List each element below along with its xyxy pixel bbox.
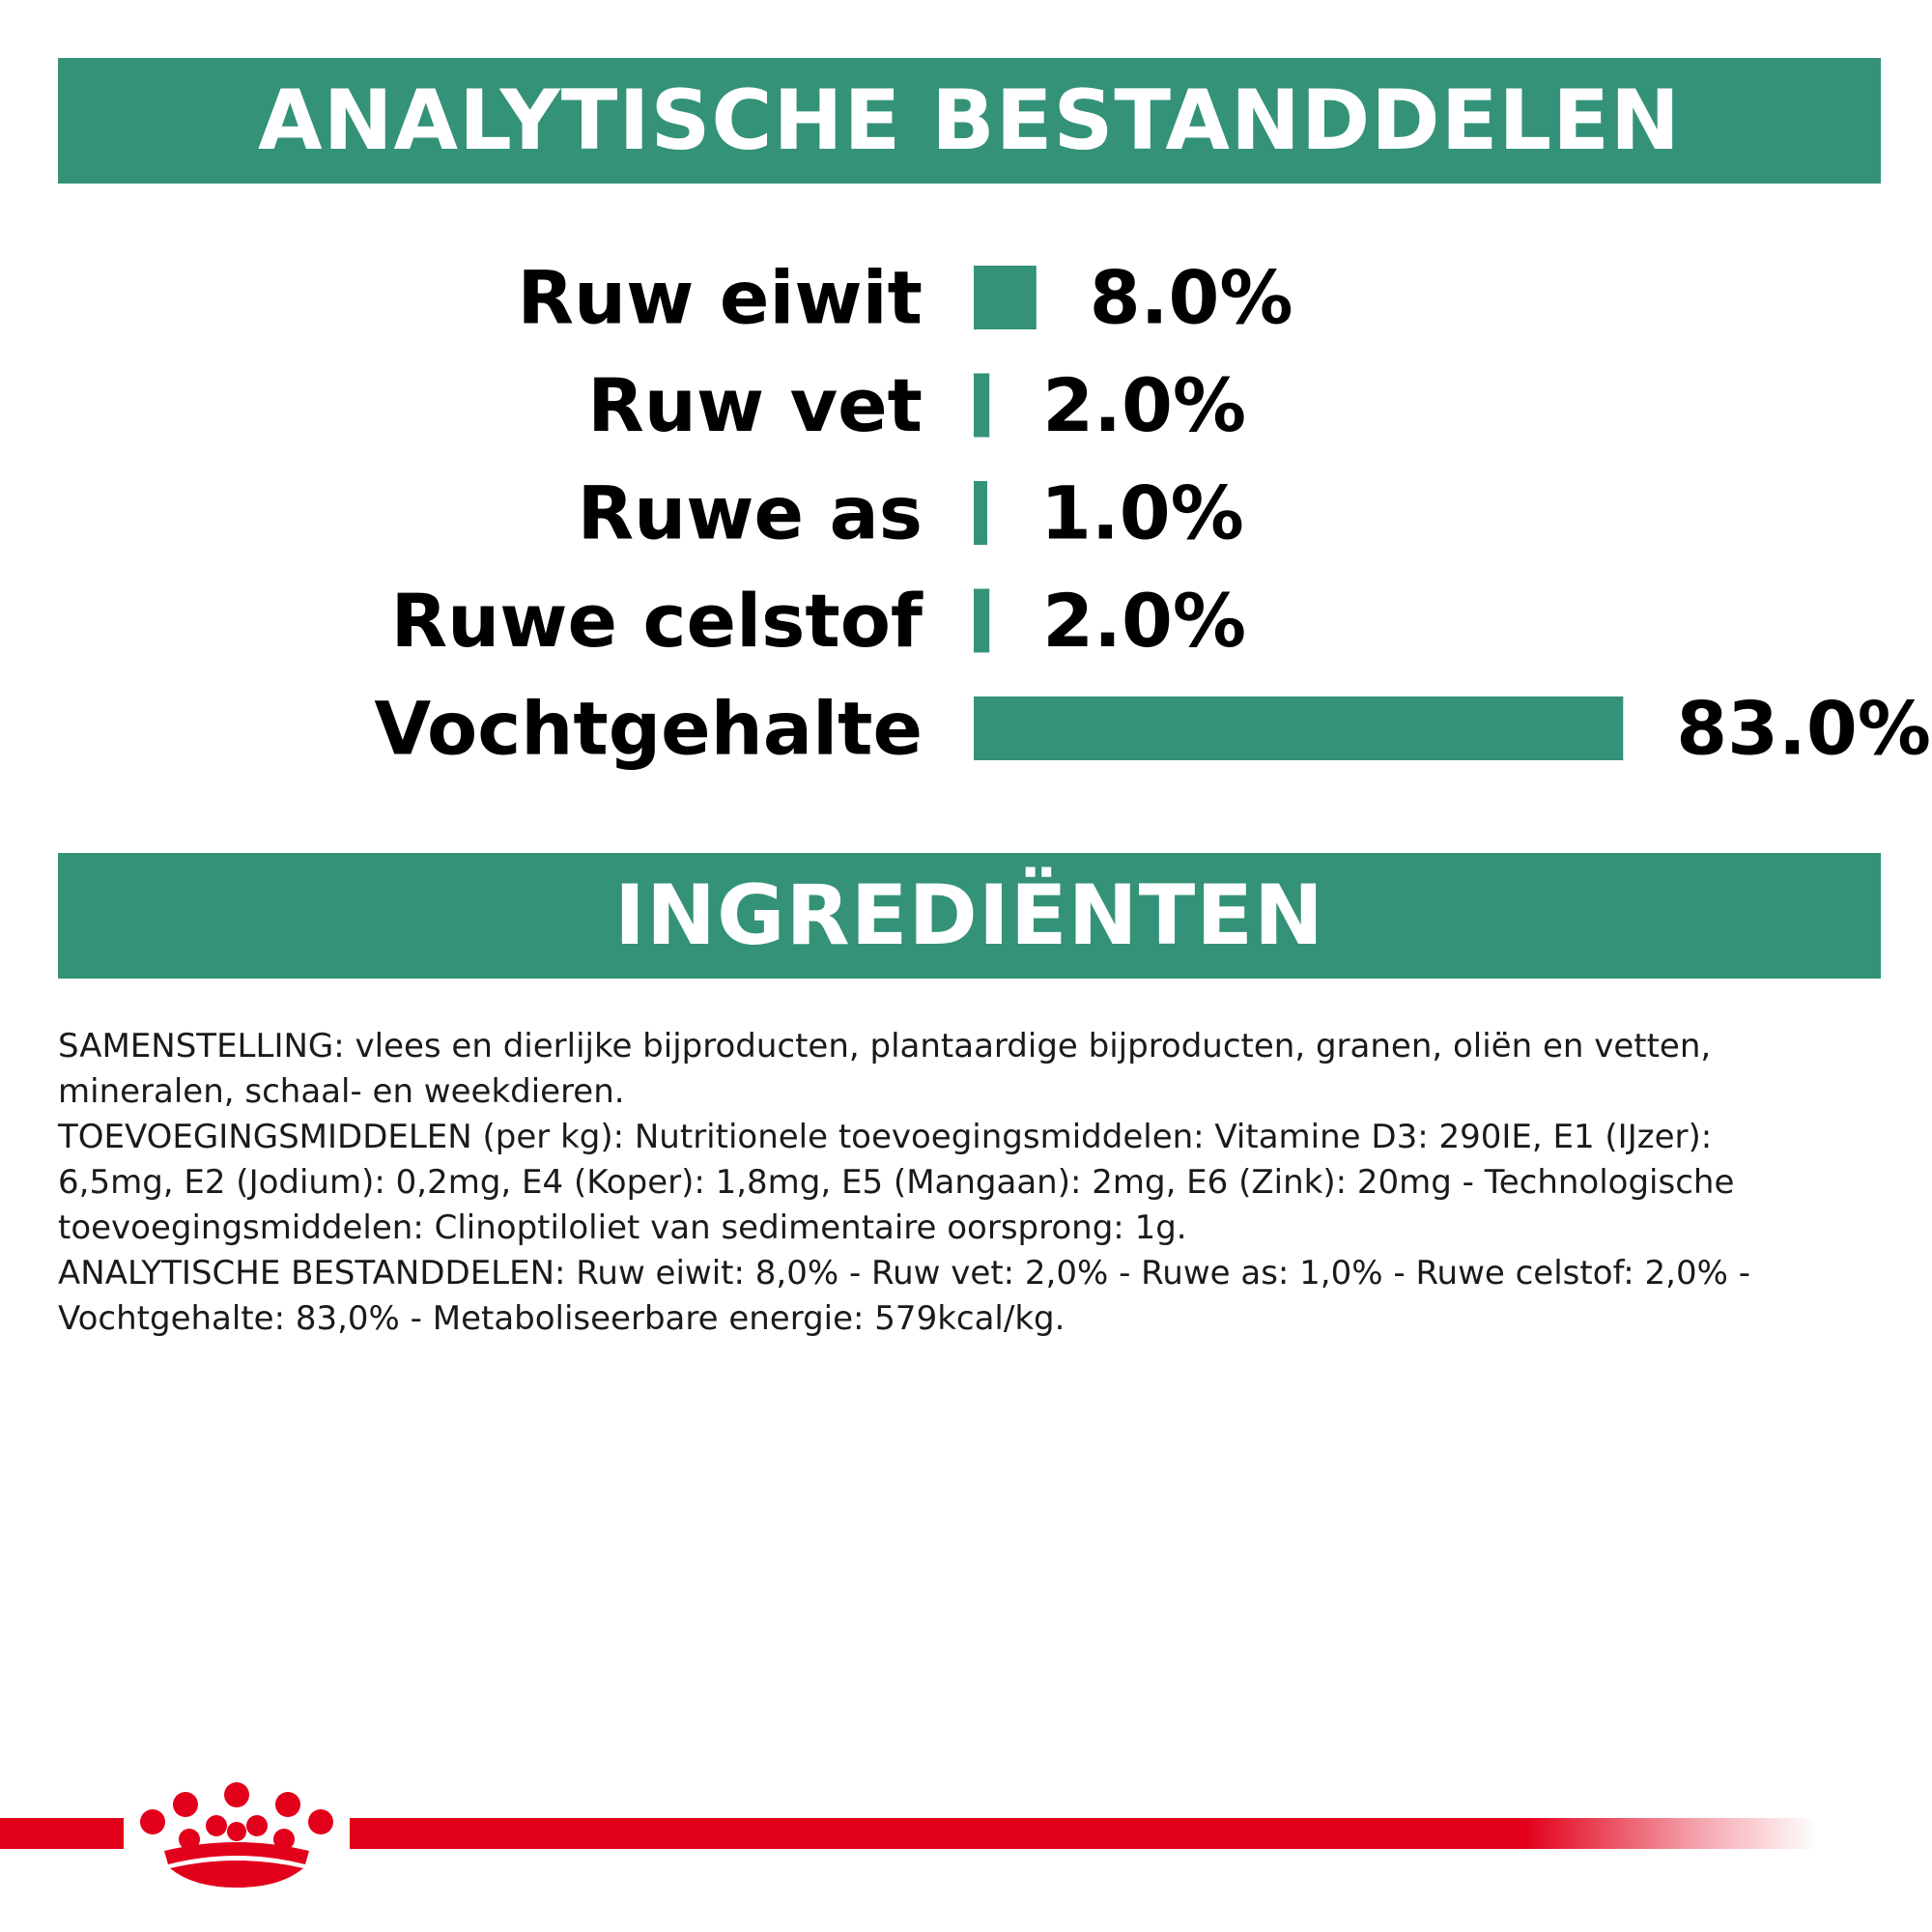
bar-value-label: 1.0% (1040, 470, 1244, 556)
bar-category-label: Ruw eiwit (518, 255, 923, 341)
bar-value-label: 2.0% (1042, 578, 1246, 664)
bar-category-label: Ruwe as (578, 470, 923, 556)
ingredients-line: Vochtgehalte: 83,0% - Metaboliseerbare e… (58, 1299, 1065, 1338)
ingredients-line: ANALYTISCHE BESTANDDELEN: Ruw eiwit: 8,0… (58, 1254, 1750, 1293)
bar-category-label: Ruwe celstof (391, 578, 923, 664)
analysis-header: ANALYTISCHE BESTANDDELEN (58, 58, 1881, 184)
ingredients-line: SAMENSTELLING: vlees en dierlijke bijpro… (58, 1027, 1712, 1065)
bar-category-label: Vochtgehalte (374, 686, 923, 772)
ingredients-line: mineralen, schaal- en weekdieren. (58, 1072, 625, 1111)
analysis-bar-chart: Ruw eiwit 8.0% Ruw vet 2.0% Ruwe as 1.0% Ruwe … (374, 255, 1931, 772)
footer-red-line-right (350, 1818, 1818, 1849)
bar (974, 373, 990, 438)
bar (974, 266, 1037, 329)
ingredients-text: SAMENSTELLING: vlees en dierlijke bijpro… (58, 1024, 1874, 1342)
bar (974, 588, 990, 653)
ingredients-line: toevoegingsmiddelen: Clinoptiloliet van … (58, 1208, 1187, 1247)
ingredients-line: 6,5mg, E2 (Jodium): 0,2mg, E4 (Koper): 1… (58, 1163, 1735, 1202)
footer-red-line-left (0, 1818, 124, 1849)
ingredients-header: INGREDIËNTEN (58, 853, 1881, 979)
bar-value-label: 2.0% (1042, 362, 1246, 448)
royal-canin-crown-icon (140, 1782, 333, 1888)
bar-category-label: Ruw vet (587, 362, 923, 448)
bar (974, 696, 1624, 760)
bar (974, 481, 987, 545)
bar-value-label: 83.0% (1676, 686, 1931, 772)
ingredients-line: TOEVOEGINGSMIDDELEN (per kg): Nutritione… (58, 1118, 1713, 1156)
bar-value-label: 8.0% (1090, 255, 1293, 341)
